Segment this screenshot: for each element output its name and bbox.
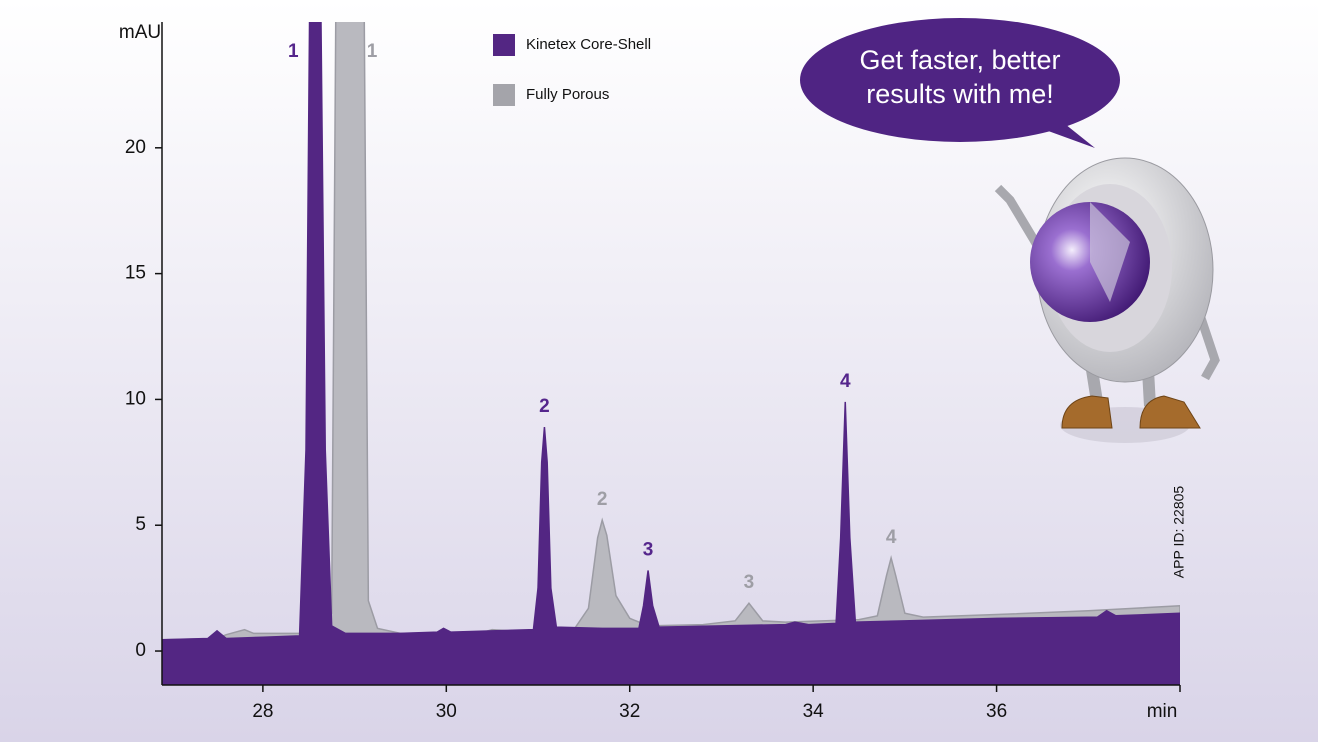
peak-label: 4 bbox=[886, 527, 897, 548]
x-tick-label: 32 bbox=[619, 701, 640, 722]
peak-label: 3 bbox=[744, 572, 755, 593]
legend-swatch bbox=[493, 84, 515, 106]
legend-label: Fully Porous bbox=[526, 86, 609, 103]
bubble-text: Get faster, better bbox=[859, 45, 1060, 75]
legend-swatch bbox=[493, 34, 515, 56]
y-tick-label: 10 bbox=[125, 388, 146, 409]
y-tick-label: 15 bbox=[125, 263, 146, 284]
peak-label: 2 bbox=[539, 396, 550, 417]
y-tick-label: 0 bbox=[135, 640, 146, 661]
peak-label: 1 bbox=[288, 41, 299, 62]
peak-label: 3 bbox=[643, 540, 654, 561]
x-tick-label: 36 bbox=[986, 701, 1007, 722]
bubble-text: results with me! bbox=[866, 79, 1054, 109]
x-tick-label: 30 bbox=[436, 701, 457, 722]
legend-label: Kinetex Core-Shell bbox=[526, 36, 651, 53]
peak-label: 2 bbox=[597, 489, 608, 510]
x-tick-label: 34 bbox=[803, 701, 825, 722]
x-tick-label: 28 bbox=[252, 701, 273, 722]
y-tick-label: 20 bbox=[125, 137, 146, 158]
peak-label: 4 bbox=[840, 371, 851, 392]
area bbox=[162, 22, 1180, 685]
plot-area bbox=[162, 22, 1180, 685]
speech-bubble: Get faster, better results with me! bbox=[800, 18, 1120, 148]
peak-label: 1 bbox=[367, 41, 378, 62]
x-axis-label: min bbox=[1147, 701, 1178, 722]
app-id: APP ID: 22805 bbox=[1171, 486, 1187, 579]
y-axis-label: mAU bbox=[119, 22, 161, 43]
mascot bbox=[994, 157, 1220, 443]
y-tick-label: 5 bbox=[135, 514, 146, 535]
